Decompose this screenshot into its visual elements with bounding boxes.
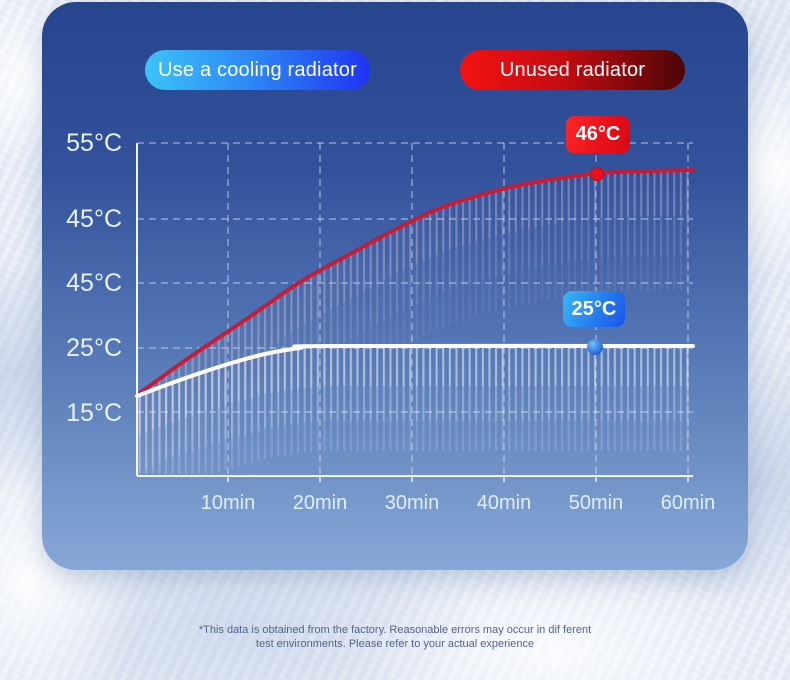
legend-label-unused: Unused radiator [499,58,646,81]
x-tick-label-40min: 40min [476,492,532,514]
unused-area-hatch [145,255,693,474]
y-tick-label-45a: 45°C [66,205,122,233]
unused-area-hatch [137,215,693,474]
x-tick-label-10min: 10min [200,492,256,514]
x-tick-label-60min: 60min [660,492,716,514]
y-tick-label-15: 15°C [66,399,122,427]
y-tick-label-45b: 45°C [66,269,122,297]
callout-unused-temp: 46°C [566,116,630,153]
axes [136,143,693,482]
legend-label-cooling: Use a cooling radiator [158,58,357,81]
area-fills [137,170,693,474]
footnote-line-1: *This data is obtained from the factory.… [198,624,592,636]
unused-data-point [590,167,604,181]
legend-pill-unused: Unused radiator [460,50,685,90]
unused-area-hatch [137,170,693,440]
footnote-line-2: test environments. Please refer to your … [255,638,535,650]
x-tick-label-30min: 30min [384,492,440,514]
cooling-data-point [587,339,603,355]
footnote: *This data is obtained from the factory.… [0,623,790,651]
callout-cooling-temp: 25°C [563,291,625,327]
x-tick-label-50min: 50min [568,492,624,514]
cooling-radiator-line [135,343,695,398]
y-tick-label-25: 25°C [66,334,122,362]
callout-cooling-temp-value: 25°C [571,297,617,320]
legend-pill-cooling: Use a cooling radiator [145,50,370,90]
cooling-area-hatch [137,421,693,474]
y-tick-label-55: 55°C [66,129,122,157]
callout-unused-temp-value: 46°C [575,123,621,145]
x-tick-label-20min: 20min [292,492,348,514]
